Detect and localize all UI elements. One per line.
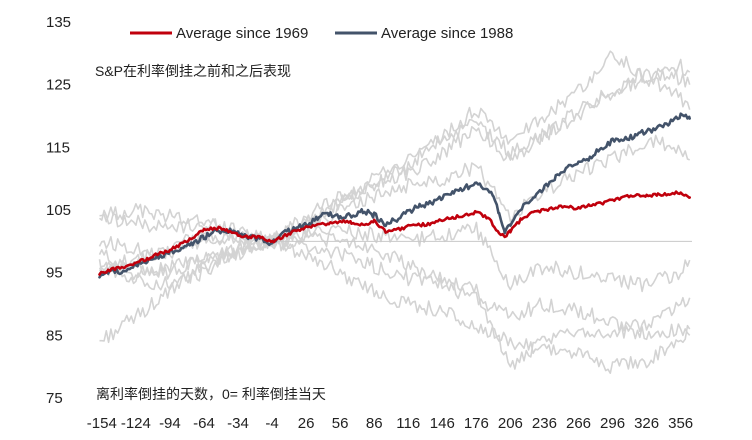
x-tick-label: 236 xyxy=(532,415,557,432)
x-tick-labels: -154 -124 -94 -64 -34 -4 26 56 86 116 146 176 206 236… xyxy=(87,415,693,432)
x-tick-label: 296 xyxy=(600,415,625,432)
y-tick-label: 135 xyxy=(46,14,71,31)
x-tick-label: 356 xyxy=(668,415,693,432)
y-tick-label: 125 xyxy=(46,77,71,94)
x-tick-label: -124 xyxy=(121,415,151,432)
x-tick-label: 116 xyxy=(396,415,420,432)
x-tick-label: -154 xyxy=(87,415,117,432)
legend: Average since 1969 Average since 1988 xyxy=(130,25,513,42)
background-line-episode-5 xyxy=(98,221,691,293)
x-tick-label: -94 xyxy=(159,415,181,432)
legend-label-average-since-1988: Average since 1988 xyxy=(381,25,513,42)
x-tick-label: 56 xyxy=(332,415,349,432)
background-line-episode-8 xyxy=(98,234,691,341)
x-tick-label: -4 xyxy=(265,415,278,432)
background-series-layer xyxy=(98,50,691,374)
x-tick-label: 206 xyxy=(498,415,523,432)
y-tick-label: 85 xyxy=(46,327,63,344)
y-tick-labels: 75 85 95 105 115 125 135 xyxy=(46,14,71,407)
background-line-episode-7 xyxy=(99,50,691,249)
series-line-average-since-1969 xyxy=(98,190,691,276)
x-tick-label: 86 xyxy=(366,415,383,432)
background-line-episode-2 xyxy=(98,209,691,370)
x-tick-label: 26 xyxy=(298,415,315,432)
y-tick-label: 105 xyxy=(46,202,71,219)
x-tick-label: -64 xyxy=(193,415,215,432)
background-line-episode-3 xyxy=(98,234,691,374)
series-line-average-since-1988 xyxy=(98,112,691,279)
legend-label-average-since-1969: Average since 1969 xyxy=(176,25,308,42)
y-tick-label: 75 xyxy=(46,390,63,407)
series-layer xyxy=(98,112,691,279)
y-tick-label: 115 xyxy=(46,139,70,156)
x-tick-label: 176 xyxy=(464,415,489,432)
background-line-episode-1 xyxy=(99,58,691,344)
background-line-episode-6 xyxy=(98,134,691,281)
x-tick-label: 266 xyxy=(566,415,591,432)
chart-title: S&P在利率倒挂之前和之后表现 xyxy=(95,63,291,79)
background-line-episode-4 xyxy=(98,67,691,273)
x-tick-label: -34 xyxy=(227,415,249,432)
y-tick-label: 95 xyxy=(46,265,63,282)
x-tick-label: 146 xyxy=(430,415,455,432)
x-tick-label: 326 xyxy=(634,415,659,432)
x-axis-label: 离利率倒挂的天数，0= 利率倒挂当天 xyxy=(96,386,326,402)
